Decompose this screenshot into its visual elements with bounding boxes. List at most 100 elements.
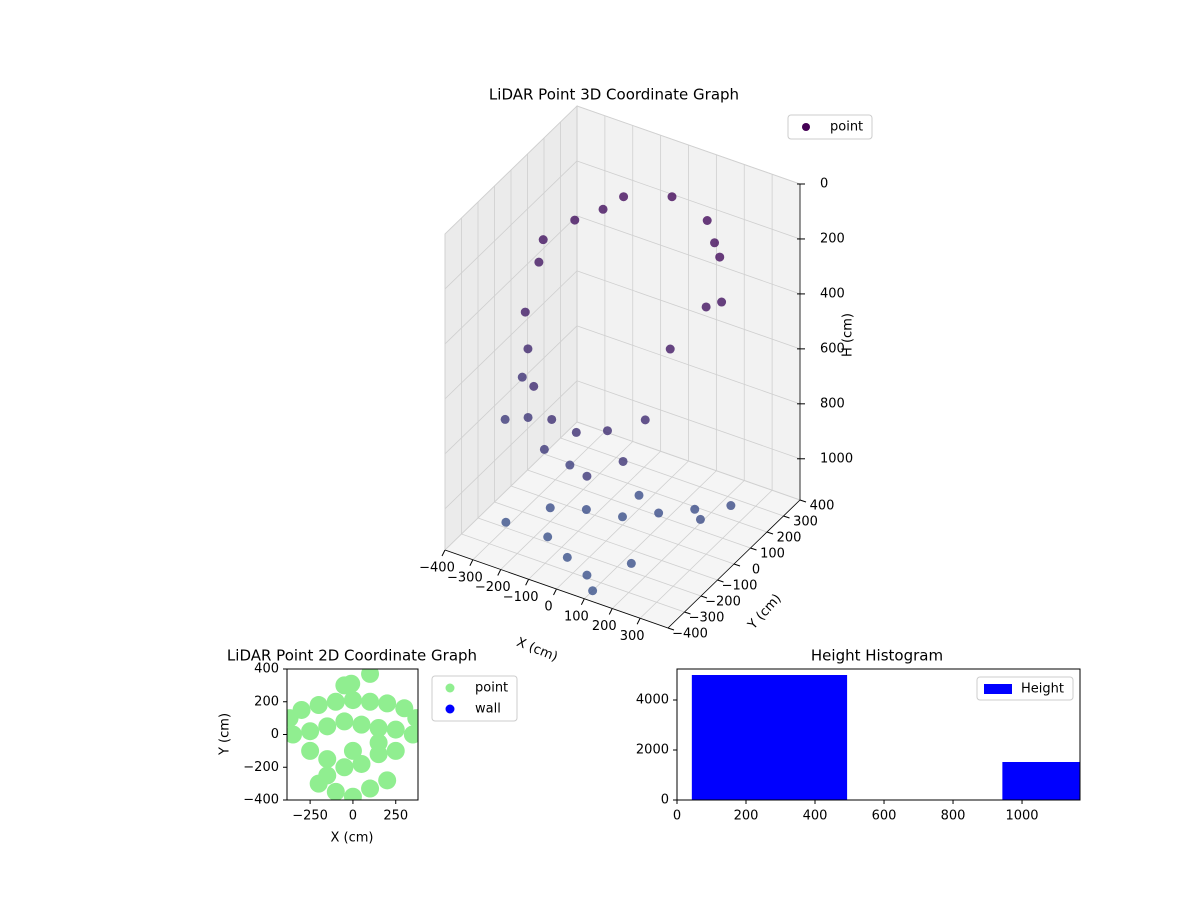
point bbox=[343, 691, 362, 710]
y-tick-label: −100 bbox=[722, 579, 758, 594]
x-tick-label: 300 bbox=[620, 629, 645, 644]
point bbox=[581, 505, 591, 515]
z-tick-label: 400 bbox=[820, 286, 845, 301]
point bbox=[403, 725, 418, 744]
x-tick-label: 600 bbox=[872, 809, 897, 824]
point bbox=[287, 725, 302, 744]
x-tick-label: −250 bbox=[292, 809, 328, 824]
x-tick-label: −300 bbox=[447, 570, 483, 585]
point bbox=[523, 412, 533, 422]
tick-mark bbox=[700, 595, 708, 599]
bar bbox=[1002, 762, 1080, 800]
point bbox=[520, 307, 530, 317]
tick-mark bbox=[684, 611, 691, 615]
x-tick-label: 1000 bbox=[1005, 809, 1038, 824]
x-axis-label: X (cm) bbox=[331, 831, 374, 846]
y-tick-label: 200 bbox=[777, 531, 802, 546]
tick-mark bbox=[525, 579, 530, 586]
z-tick-label: 200 bbox=[820, 231, 845, 246]
grid-line bbox=[444, 270, 578, 400]
point bbox=[369, 733, 388, 752]
point bbox=[378, 694, 397, 713]
point bbox=[571, 427, 581, 437]
point bbox=[335, 758, 354, 777]
tick-mark bbox=[608, 608, 613, 615]
legend-marker bbox=[445, 683, 455, 693]
x-tick-label: 250 bbox=[383, 809, 408, 824]
point bbox=[326, 692, 345, 711]
point bbox=[292, 700, 311, 719]
tick-mark bbox=[441, 549, 446, 557]
point bbox=[352, 754, 371, 773]
point bbox=[570, 215, 580, 225]
tick-mark bbox=[580, 598, 585, 605]
tick-mark bbox=[799, 499, 807, 503]
tick-mark bbox=[783, 515, 790, 519]
grid-line bbox=[527, 469, 751, 549]
point bbox=[543, 532, 553, 542]
y-tick-label: 400 bbox=[810, 499, 835, 514]
y-tick-label: 2000 bbox=[636, 743, 669, 758]
z-axis-label: H (cm) bbox=[841, 313, 856, 357]
grid-line bbox=[576, 160, 801, 240]
point bbox=[343, 787, 362, 800]
point bbox=[539, 444, 549, 454]
point bbox=[318, 750, 337, 769]
y-tick-label: −200 bbox=[705, 595, 741, 610]
axis-line bbox=[444, 549, 669, 629]
legend-box bbox=[431, 675, 518, 722]
grid-line bbox=[444, 105, 578, 235]
point bbox=[701, 302, 711, 312]
y-tick-label: −200 bbox=[243, 760, 279, 775]
point bbox=[588, 586, 598, 596]
point bbox=[634, 490, 644, 500]
y-tick-label: 100 bbox=[760, 547, 785, 562]
y-tick-label: 300 bbox=[793, 515, 818, 530]
tick-mark bbox=[553, 588, 557, 596]
legend-label: wall bbox=[475, 702, 501, 717]
x-tick-label: −100 bbox=[503, 590, 539, 605]
x-tick-label: 200 bbox=[592, 619, 617, 634]
point bbox=[386, 741, 405, 760]
x-tick-label: −400 bbox=[419, 561, 455, 576]
point bbox=[717, 297, 727, 307]
x-tick-label: 0 bbox=[349, 809, 357, 824]
point bbox=[361, 779, 380, 798]
point bbox=[386, 720, 405, 739]
chart-title: LiDAR Point 3D Coordinate Graph bbox=[489, 86, 739, 104]
grid-line bbox=[444, 325, 578, 455]
point bbox=[352, 715, 371, 734]
x-tick-label: 200 bbox=[734, 809, 759, 824]
point bbox=[582, 570, 592, 580]
tick-mark bbox=[497, 569, 502, 576]
grid-line bbox=[576, 380, 801, 460]
grid-line bbox=[510, 485, 735, 565]
grid-line bbox=[576, 105, 801, 185]
point bbox=[582, 471, 592, 481]
grid-line bbox=[444, 380, 578, 510]
point bbox=[343, 741, 362, 760]
x-tick-label: 400 bbox=[803, 809, 828, 824]
point bbox=[342, 674, 361, 693]
x-tick-label: 0 bbox=[544, 600, 552, 615]
point bbox=[318, 766, 337, 785]
point bbox=[523, 344, 533, 354]
legend-marker bbox=[802, 123, 810, 131]
tick-mark bbox=[733, 563, 741, 567]
legend-swatch bbox=[984, 684, 1012, 694]
point bbox=[598, 204, 608, 214]
point bbox=[361, 669, 380, 683]
point bbox=[654, 508, 664, 518]
grid-line bbox=[560, 437, 784, 517]
y-tick-label: −400 bbox=[672, 627, 708, 642]
y-axis-label: Y (cm) bbox=[218, 713, 233, 756]
y-tick-label: −400 bbox=[243, 793, 279, 808]
point bbox=[619, 192, 629, 202]
tick-mark bbox=[469, 559, 474, 566]
point bbox=[501, 517, 511, 527]
chart-title: Height Histogram bbox=[811, 647, 943, 665]
point bbox=[702, 215, 712, 225]
point bbox=[517, 372, 527, 382]
point bbox=[618, 456, 628, 466]
